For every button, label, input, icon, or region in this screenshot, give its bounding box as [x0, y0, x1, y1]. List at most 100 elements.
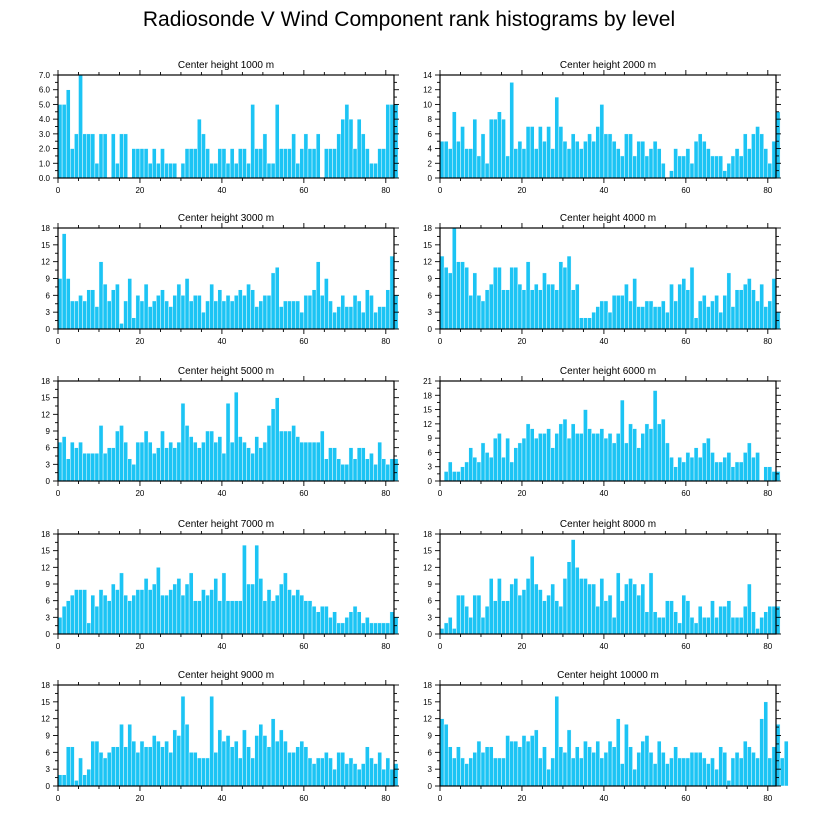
histogram-bar: [767, 466, 773, 482]
histogram-bar: [607, 433, 613, 482]
histogram-bar: [180, 163, 186, 179]
histogram-bar: [201, 133, 206, 179]
histogram-bar: [209, 430, 214, 482]
histogram-bar: [624, 724, 629, 787]
x-tick-label: 60: [681, 642, 690, 651]
histogram-bar: [755, 300, 760, 330]
histogram-bar: [570, 757, 576, 787]
histogram-bar: [377, 622, 382, 635]
histogram-bar: [488, 118, 494, 179]
histogram-bar: [315, 441, 321, 482]
histogram-bar: [661, 163, 666, 179]
histogram-bar: [620, 763, 625, 787]
histogram-bar: [86, 452, 92, 482]
y-tick-label: 18: [41, 530, 50, 539]
x-tick-label: 60: [299, 337, 308, 346]
histogram-bar: [320, 757, 325, 787]
histogram-bar: [579, 433, 584, 482]
histogram-bar: [381, 148, 387, 179]
x-tick-label: 80: [763, 489, 772, 498]
y-tick-label: 12: [41, 715, 50, 724]
histogram-bar: [332, 311, 337, 330]
histogram-bar: [192, 148, 198, 179]
histogram-bar: [669, 456, 674, 482]
histogram-bar: [320, 605, 325, 635]
y-tick-label: 3: [46, 460, 51, 469]
histogram-bar: [229, 746, 235, 787]
histogram-bar: [356, 768, 362, 787]
histogram-bar: [767, 163, 773, 179]
histogram-bar: [718, 461, 723, 482]
histogram-bar: [505, 437, 510, 482]
histogram-bar: [344, 104, 350, 179]
histogram-bar: [152, 300, 157, 330]
histogram-bar: [369, 757, 374, 787]
histogram-bar: [250, 452, 255, 482]
histogram-bar: [468, 148, 474, 179]
histogram-bar: [570, 423, 576, 482]
y-tick-label: 1.0: [39, 159, 51, 168]
y-tick-label: 3: [428, 765, 433, 774]
histogram-bar: [307, 295, 313, 330]
histogram-bar: [385, 622, 391, 635]
histogram-bar: [554, 289, 560, 330]
histogram-bar: [156, 295, 161, 330]
histogram-bar: [205, 300, 210, 330]
histogram-bar: [661, 752, 666, 787]
histogram-bar: [648, 752, 654, 787]
histogram-bar: [722, 170, 728, 179]
histogram-bar: [493, 600, 498, 635]
histogram-bar: [562, 267, 568, 330]
histogram-bar: [570, 133, 576, 179]
histogram-bar: [74, 780, 79, 787]
y-tick-label: 4.0: [39, 115, 51, 124]
histogram-bar: [94, 452, 100, 482]
y-tick-label: 3: [46, 308, 51, 317]
histogram-bar: [484, 605, 490, 635]
x-tick-label: 40: [217, 186, 226, 195]
histogram-bar: [624, 283, 629, 330]
histogram-bar: [111, 289, 116, 330]
histogram-bar: [115, 430, 120, 482]
histogram-bar: [702, 757, 707, 787]
y-tick-label: 12: [41, 410, 50, 419]
histogram-bar: [115, 746, 120, 787]
histogram-bar: [534, 583, 539, 635]
histogram-bar: [356, 118, 362, 179]
histogram-bar: [775, 605, 781, 635]
y-tick-label: 0: [46, 630, 51, 639]
histogram-bar: [381, 306, 387, 330]
histogram-bar: [86, 768, 92, 787]
histogram-bar: [377, 441, 382, 482]
histogram-bar: [352, 605, 358, 635]
histogram-bar: [86, 622, 92, 635]
histogram-bar: [562, 418, 568, 482]
histogram-bar: [258, 578, 264, 635]
histogram-bar: [603, 437, 609, 482]
histogram-bar: [369, 452, 374, 482]
histogram-bar: [443, 471, 449, 482]
y-tick-label: 6: [428, 597, 433, 606]
histogram-bar: [283, 300, 288, 330]
histogram-bar: [718, 605, 723, 635]
histogram-bar: [538, 589, 543, 635]
histogram-bar: [340, 295, 346, 330]
histogram-bar: [131, 740, 137, 787]
histogram-panel: Center height 1000 m 0.0 1.0 2.0 3.0 4.0 5.0 6.…: [39, 60, 399, 195]
histogram-bar: [755, 757, 760, 787]
histogram-bar: [521, 437, 527, 482]
histogram-bar: [295, 589, 300, 635]
y-tick-label: 9: [46, 580, 51, 589]
histogram-bar: [57, 278, 63, 330]
histogram-bar: [188, 148, 194, 179]
histogram-panel: Center height 3000 m 0 3 6 9 12 15 18 0 20 40 60 80: [41, 213, 399, 346]
histogram-bar: [546, 126, 551, 179]
x-tick-label: 80: [381, 794, 390, 803]
histogram-bar: [299, 441, 305, 482]
histogram-bar: [574, 140, 580, 179]
x-tick-label: 0: [56, 794, 61, 803]
histogram-bar: [763, 306, 769, 330]
histogram-bar: [201, 757, 206, 787]
x-tick-label: 80: [763, 186, 772, 195]
y-tick-label: 6: [428, 130, 433, 139]
